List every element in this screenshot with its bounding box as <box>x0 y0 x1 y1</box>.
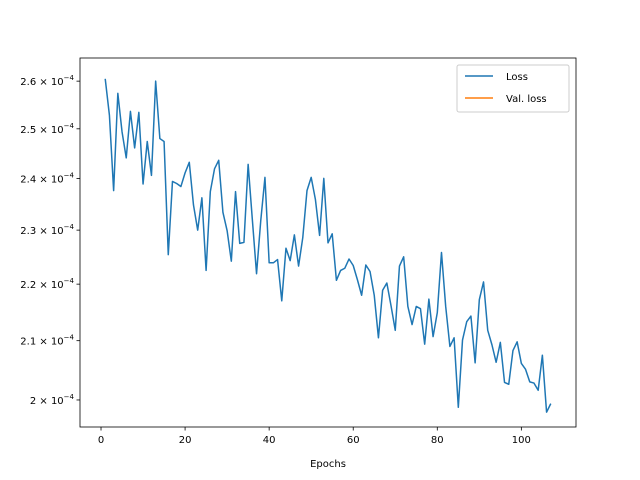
y-tick-label: 2.3 × 10−4 <box>20 223 74 237</box>
x-tick-label: 0 <box>98 435 104 446</box>
series-line-0 <box>104 78 552 413</box>
axes-frame <box>79 57 577 428</box>
x-axis-label: Epochs <box>310 459 346 470</box>
legend: Loss Val. loss <box>456 64 570 113</box>
x-axis-ticks: 0 20 40 60 80 100 <box>98 427 531 446</box>
legend-label-val-loss: Val. loss <box>506 94 547 105</box>
legend-label-loss: Loss <box>506 72 528 83</box>
x-tick-label: 40 <box>263 435 276 446</box>
y-tick-label: 2.1 × 10−4 <box>20 334 74 348</box>
y-axis-ticks: 2 × 10−4 2.1 × 10−4 2.2 × 10−4 2.3 × 10−4 2.… <box>20 74 80 407</box>
y-tick-label: 2 × 10−4 <box>30 393 75 407</box>
y-tick-label: 2.5 × 10−4 <box>20 122 74 136</box>
x-tick-label: 100 <box>512 435 531 446</box>
y-tick-label: 2.4 × 10−4 <box>20 171 74 185</box>
x-tick-label: 80 <box>431 435 444 446</box>
x-tick-label: 20 <box>179 435 192 446</box>
series-layer <box>104 78 552 413</box>
y-tick-label: 2.6 × 10−4 <box>20 74 74 88</box>
x-tick-label: 60 <box>347 435 360 446</box>
y-tick-label: 2.2 × 10−4 <box>20 277 74 291</box>
